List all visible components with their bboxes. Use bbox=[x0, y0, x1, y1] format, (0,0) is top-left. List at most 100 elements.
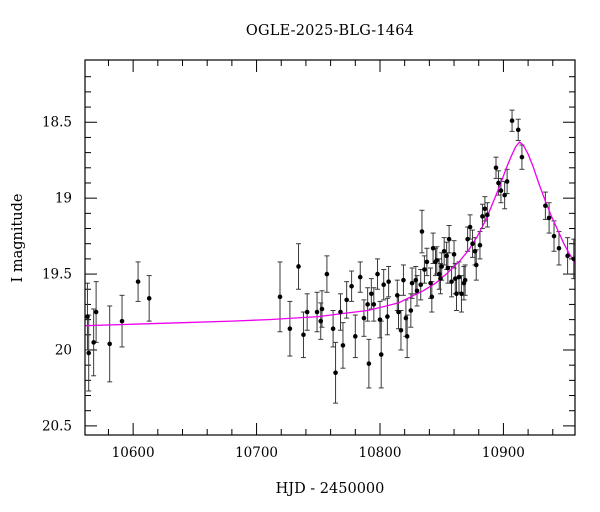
plot-data-layer bbox=[85, 109, 575, 404]
data-point bbox=[473, 262, 479, 268]
data-point bbox=[403, 315, 409, 321]
data-point bbox=[357, 274, 363, 280]
data-point bbox=[401, 277, 406, 283]
data-point bbox=[515, 127, 521, 133]
data-point bbox=[386, 279, 391, 284]
x-axis-label: HJD - 2450000 bbox=[275, 481, 385, 497]
data-point bbox=[465, 236, 470, 242]
data-point bbox=[441, 248, 447, 254]
data-point bbox=[429, 294, 435, 300]
data-point bbox=[509, 118, 515, 124]
data-point bbox=[493, 165, 499, 171]
data-point bbox=[119, 318, 125, 324]
y-tick-label: 18.5 bbox=[42, 115, 72, 131]
x-tick-label: 10700 bbox=[235, 445, 278, 461]
data-point bbox=[418, 282, 424, 287]
data-point bbox=[467, 224, 473, 230]
data-point bbox=[419, 229, 425, 234]
data-point bbox=[107, 341, 112, 347]
data-point bbox=[436, 271, 442, 277]
data-point bbox=[434, 258, 440, 263]
data-point bbox=[378, 352, 384, 357]
data-point bbox=[422, 267, 427, 272]
y-tick-label: 19.5 bbox=[42, 267, 72, 283]
data-point bbox=[375, 271, 380, 277]
data-point bbox=[277, 294, 283, 300]
y-tick-label: 20.5 bbox=[42, 418, 72, 434]
data-point bbox=[546, 215, 552, 221]
data-point bbox=[408, 308, 414, 313]
data-point bbox=[85, 314, 90, 319]
data-point bbox=[472, 248, 478, 254]
data-point bbox=[353, 334, 358, 339]
data-point bbox=[314, 309, 320, 315]
data-point bbox=[496, 180, 501, 186]
data-point bbox=[462, 277, 468, 283]
data-point bbox=[324, 271, 330, 277]
x-tick-label: 10600 bbox=[112, 445, 155, 461]
data-point bbox=[361, 315, 367, 321]
data-point bbox=[449, 279, 454, 284]
data-point bbox=[452, 276, 458, 281]
data-point bbox=[482, 206, 488, 212]
plot-frame bbox=[84, 59, 576, 436]
data-point bbox=[409, 280, 415, 286]
data-point bbox=[498, 188, 504, 193]
data-point bbox=[502, 192, 507, 198]
data-point bbox=[504, 179, 510, 184]
data-point bbox=[398, 327, 404, 333]
data-point bbox=[349, 283, 354, 289]
data-point bbox=[519, 154, 525, 160]
data-point bbox=[477, 242, 483, 248]
y-tick-label: 20 bbox=[55, 342, 72, 358]
data-point bbox=[424, 259, 430, 265]
data-point bbox=[366, 361, 372, 366]
data-point bbox=[91, 340, 96, 345]
data-point bbox=[470, 241, 475, 247]
data-point bbox=[318, 318, 324, 324]
data-point bbox=[571, 256, 575, 262]
data-point bbox=[480, 214, 485, 219]
x-tick-label: 10800 bbox=[359, 445, 402, 461]
data-point bbox=[301, 332, 306, 338]
data-point bbox=[146, 296, 152, 301]
x-tick-label: 10900 bbox=[482, 445, 525, 461]
data-point bbox=[86, 350, 92, 356]
data-point bbox=[438, 276, 443, 281]
data-point bbox=[543, 203, 548, 209]
data-point bbox=[296, 264, 301, 269]
data-point bbox=[414, 288, 420, 294]
data-point bbox=[304, 309, 310, 315]
data-point bbox=[445, 265, 451, 271]
data-point bbox=[556, 245, 562, 251]
data-point bbox=[413, 277, 419, 283]
data-point bbox=[338, 309, 343, 315]
data-point bbox=[428, 280, 433, 286]
data-point bbox=[446, 236, 452, 242]
y-tick-label: 19 bbox=[55, 191, 72, 207]
data-point bbox=[377, 317, 383, 322]
data-point bbox=[344, 297, 349, 303]
data-point bbox=[371, 302, 377, 307]
data-point bbox=[551, 233, 557, 239]
data-point bbox=[333, 370, 338, 376]
data-point bbox=[439, 264, 445, 269]
data-point bbox=[565, 253, 570, 259]
data-point bbox=[93, 309, 99, 315]
data-point bbox=[369, 291, 374, 297]
data-point bbox=[381, 282, 386, 287]
data-point bbox=[485, 212, 490, 218]
data-point bbox=[444, 253, 449, 259]
data-point bbox=[456, 274, 462, 280]
data-point bbox=[340, 343, 346, 348]
data-point bbox=[385, 314, 390, 319]
data-point bbox=[365, 302, 370, 307]
data-point bbox=[394, 293, 400, 298]
data-point bbox=[430, 245, 436, 251]
data-point bbox=[330, 326, 336, 332]
chart-title: OGLE-2025-BLG-1464 bbox=[245, 23, 415, 39]
data-point bbox=[451, 252, 457, 257]
data-point bbox=[319, 306, 325, 312]
